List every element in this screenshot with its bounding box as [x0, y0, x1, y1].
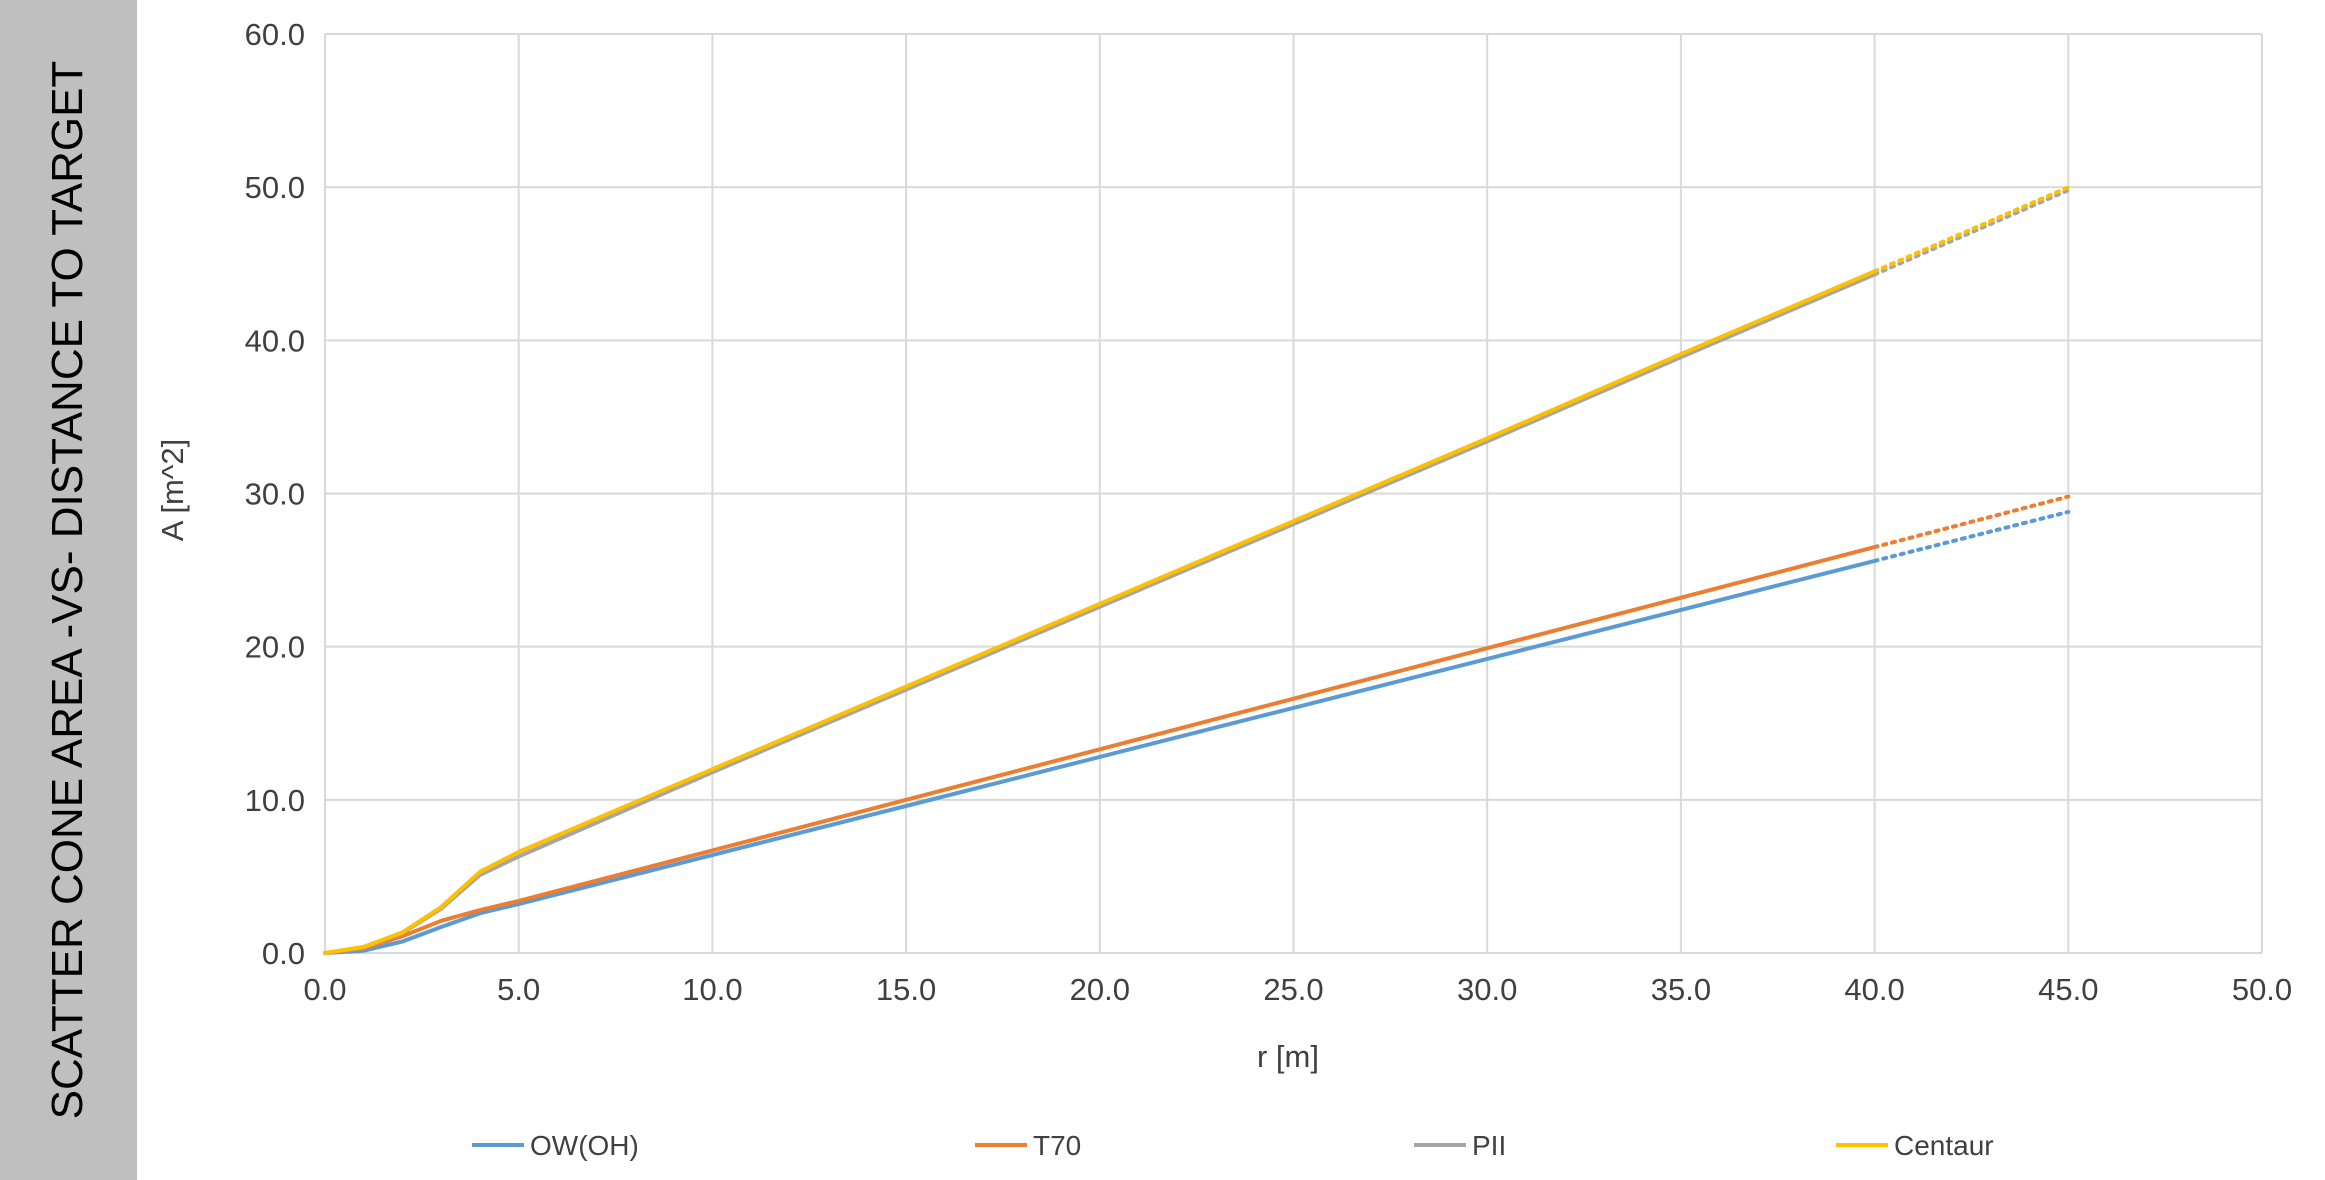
y-tick-label: 50.0: [245, 170, 305, 205]
x-tick-label: 20.0: [1070, 972, 1130, 1007]
projection-line-pii: [1872, 188, 2071, 277]
projection-line-centaur: [1872, 185, 2071, 274]
x-tick-label: 45.0: [2038, 972, 2098, 1007]
y-tick-label: 40.0: [245, 323, 305, 358]
x-tick-label: 40.0: [1844, 972, 1904, 1007]
legend-label: Centaur: [1894, 1130, 1994, 1161]
series-lines: [323, 185, 2071, 955]
y-tick-label: 60.0: [245, 17, 305, 52]
x-tick-label: 50.0: [2232, 972, 2292, 1007]
x-tick-label: 10.0: [682, 972, 742, 1007]
y-tick-label: 20.0: [245, 630, 305, 665]
y-axis-title: A [m^2]: [155, 439, 190, 541]
tick-labels: 0.0 5.0 10.0 15.0 20.0 25.0 30.0 35.0 40.0 45.0 50…: [245, 17, 2293, 1007]
x-tick-label: 15.0: [876, 972, 936, 1007]
legend: OW(OH) T70 PII Centaur: [472, 1130, 1994, 1161]
series-line-centaur: [323, 269, 1877, 955]
projection-line-t70: [1872, 494, 2071, 550]
series-line-t70: [323, 545, 1877, 955]
y-tick-label: 30.0: [245, 477, 305, 512]
x-tick-label: 30.0: [1457, 972, 1517, 1007]
legend-label: OW(OH): [530, 1130, 639, 1161]
series-line-ow-oh-: [323, 558, 1877, 955]
x-tick-label: 0.0: [303, 972, 346, 1007]
grid-lines: [324, 33, 2263, 954]
y-tick-label: 10.0: [245, 783, 305, 818]
projection-line-ow-oh-: [1872, 509, 2071, 563]
legend-label: T70: [1033, 1130, 1081, 1161]
x-axis-title: r [m]: [1257, 1039, 1319, 1074]
y-tick-label: 0.0: [262, 936, 305, 971]
x-tick-label: 5.0: [497, 972, 540, 1007]
x-tick-label: 25.0: [1263, 972, 1323, 1007]
side-title-panel: SCATTER CONE AREA -VS- DISTANCE TO TARGE…: [0, 0, 137, 1180]
legend-label: PII: [1472, 1130, 1506, 1161]
x-tick-label: 35.0: [1651, 972, 1711, 1007]
